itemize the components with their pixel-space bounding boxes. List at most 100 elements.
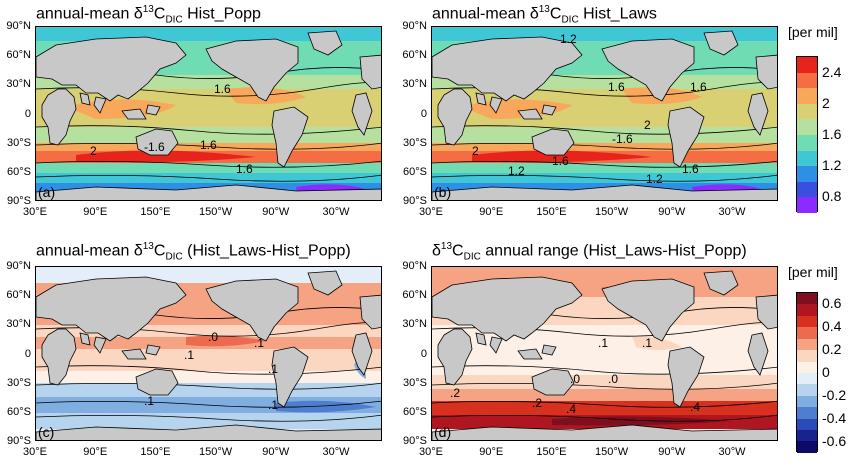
- value-band: [36, 163, 381, 173]
- colorbar-unit: [per mil]: [788, 264, 838, 280]
- colorbar-tick-label: 0.4: [822, 318, 842, 335]
- contour-line: [432, 125, 777, 135]
- contour-label: 1.6: [236, 162, 253, 176]
- contour-label: 1.2: [560, 32, 577, 46]
- contour-labels: .0 .1 .1 .1 .1 .1: [144, 330, 278, 412]
- panel-title: annual-mean δ13CDIC Hist_Popp: [36, 4, 261, 26]
- landmass: [145, 104, 161, 116]
- contour-line: [432, 400, 777, 408]
- latitude-tick-label: 0: [24, 347, 31, 360]
- longitude-tick-label: 150°W: [199, 206, 233, 218]
- contour-label: .1: [144, 394, 154, 408]
- landmass: [437, 328, 473, 386]
- landmass: [41, 328, 77, 386]
- latitude-tick-label: 60°N: [402, 289, 427, 302]
- landmass: [359, 294, 381, 330]
- contour-label: .0: [570, 372, 580, 386]
- contour-label: 1.6: [682, 162, 699, 176]
- landmass: [747, 332, 769, 376]
- contour-label: 2: [644, 118, 651, 132]
- longitude-tick-label: 90°E: [83, 446, 108, 458]
- longitude-tick-label: 90°E: [479, 446, 504, 458]
- landmass: [517, 348, 543, 360]
- landmass: [79, 92, 91, 106]
- map-panel-d: .1 .1 .0 .0 .2 .2 .4 .4 (d): [431, 266, 778, 441]
- longitude-tick-label: 150°E: [536, 206, 567, 218]
- panel-letter: (c): [38, 424, 55, 440]
- land-masses: [432, 270, 777, 440]
- colorbar-scale: [796, 56, 818, 213]
- landmass: [432, 424, 777, 440]
- contour-line: [432, 174, 777, 182]
- latitude-tick-label: 90°S: [7, 435, 31, 447]
- landmass: [351, 92, 373, 136]
- colorbar-segment: [797, 418, 817, 431]
- panel-c: annual-mean δ13CDIC (Hist_Laws-Hist_Popp…: [0, 232, 400, 465]
- landmass: [359, 54, 381, 90]
- contour-label: 1.6: [690, 80, 707, 94]
- panel-letter: (a): [38, 184, 56, 200]
- latitude-tick-label: 90°S: [403, 195, 427, 207]
- colorbar-segment: [797, 72, 817, 89]
- landmass: [489, 336, 503, 354]
- landmass: [517, 108, 543, 120]
- value-band: [432, 173, 777, 183]
- contour-labels: -1.6 1.6 2 1.6 1.6: [90, 82, 253, 176]
- landmass: [432, 276, 583, 342]
- longitude-tick-label: 30°W: [718, 206, 746, 218]
- contour-label: 2: [90, 144, 97, 158]
- contour-label: .1: [268, 362, 278, 376]
- landmass: [475, 332, 487, 346]
- value-band: [36, 371, 381, 383]
- latitude-tick-label: 30°N: [6, 318, 31, 331]
- latitude-tick-label: 90°N: [402, 260, 427, 272]
- value-band: [36, 173, 381, 183]
- colorbar-tick-label: 2.4: [822, 63, 842, 80]
- landmass: [93, 96, 107, 114]
- contour-label: .2: [532, 396, 542, 410]
- colorbar-segment: [797, 361, 817, 373]
- value-band: [432, 127, 777, 143]
- landmass: [432, 184, 777, 200]
- landmass: [307, 30, 343, 56]
- landmass: [36, 184, 381, 200]
- map-canvas: .0 .1 .1 .1 .1 .1: [36, 267, 381, 440]
- latitude-tick-label: 30°N: [6, 78, 31, 91]
- panel-title: δ13CDIC annual range (Hist_Laws-Hist_Pop…: [432, 241, 747, 263]
- contour-line: [432, 365, 777, 375]
- landmass: [541, 104, 557, 116]
- value-band: [432, 27, 777, 41]
- landmass: [121, 348, 147, 360]
- longitude-tick-label: 30°E: [419, 206, 443, 218]
- landmass: [79, 332, 91, 346]
- landmass: [747, 92, 769, 136]
- latitude-tick-label: 60°N: [402, 49, 427, 62]
- contour-label: -1.6: [144, 140, 165, 154]
- contour-line: [36, 174, 381, 182]
- longitude-tick-label: 30°W: [718, 446, 746, 458]
- latitude-tick-label: 30°N: [402, 78, 427, 91]
- latitude-tick-label: 90°N: [6, 260, 31, 272]
- colorbar-absolute: [per mil] 2.4 2 1.6 1.2 0.8: [786, 22, 850, 213]
- landmass: [667, 106, 705, 168]
- panel-a: annual-mean δ13CDIC Hist_Popp: [0, 0, 400, 232]
- contour-label: 1.6: [200, 138, 217, 152]
- colorbar-segment: [797, 338, 817, 351]
- colorbar-scale: [796, 292, 818, 453]
- longitude-tick-label: 150°E: [536, 446, 567, 458]
- longitude-tick-label: 90°W: [658, 446, 686, 458]
- longitude-tick-label: 30°E: [23, 206, 47, 218]
- landmass: [36, 424, 381, 440]
- contour-line: [36, 125, 381, 135]
- panel-title: annual-mean δ13CDIC (Hist_Laws-Hist_Popp…: [36, 241, 351, 263]
- colorbar-segment: [797, 407, 817, 419]
- colorbar-segment: [797, 197, 817, 213]
- latitude-tick-label: 30°S: [403, 136, 427, 149]
- value-band: [432, 163, 777, 173]
- contour-line: [36, 400, 381, 408]
- landmass: [703, 30, 739, 56]
- latitude-tick-label: 60°N: [6, 49, 31, 62]
- colorbar-segment: [797, 103, 817, 120]
- panel-letter: (b): [434, 184, 452, 200]
- landmass: [271, 106, 309, 168]
